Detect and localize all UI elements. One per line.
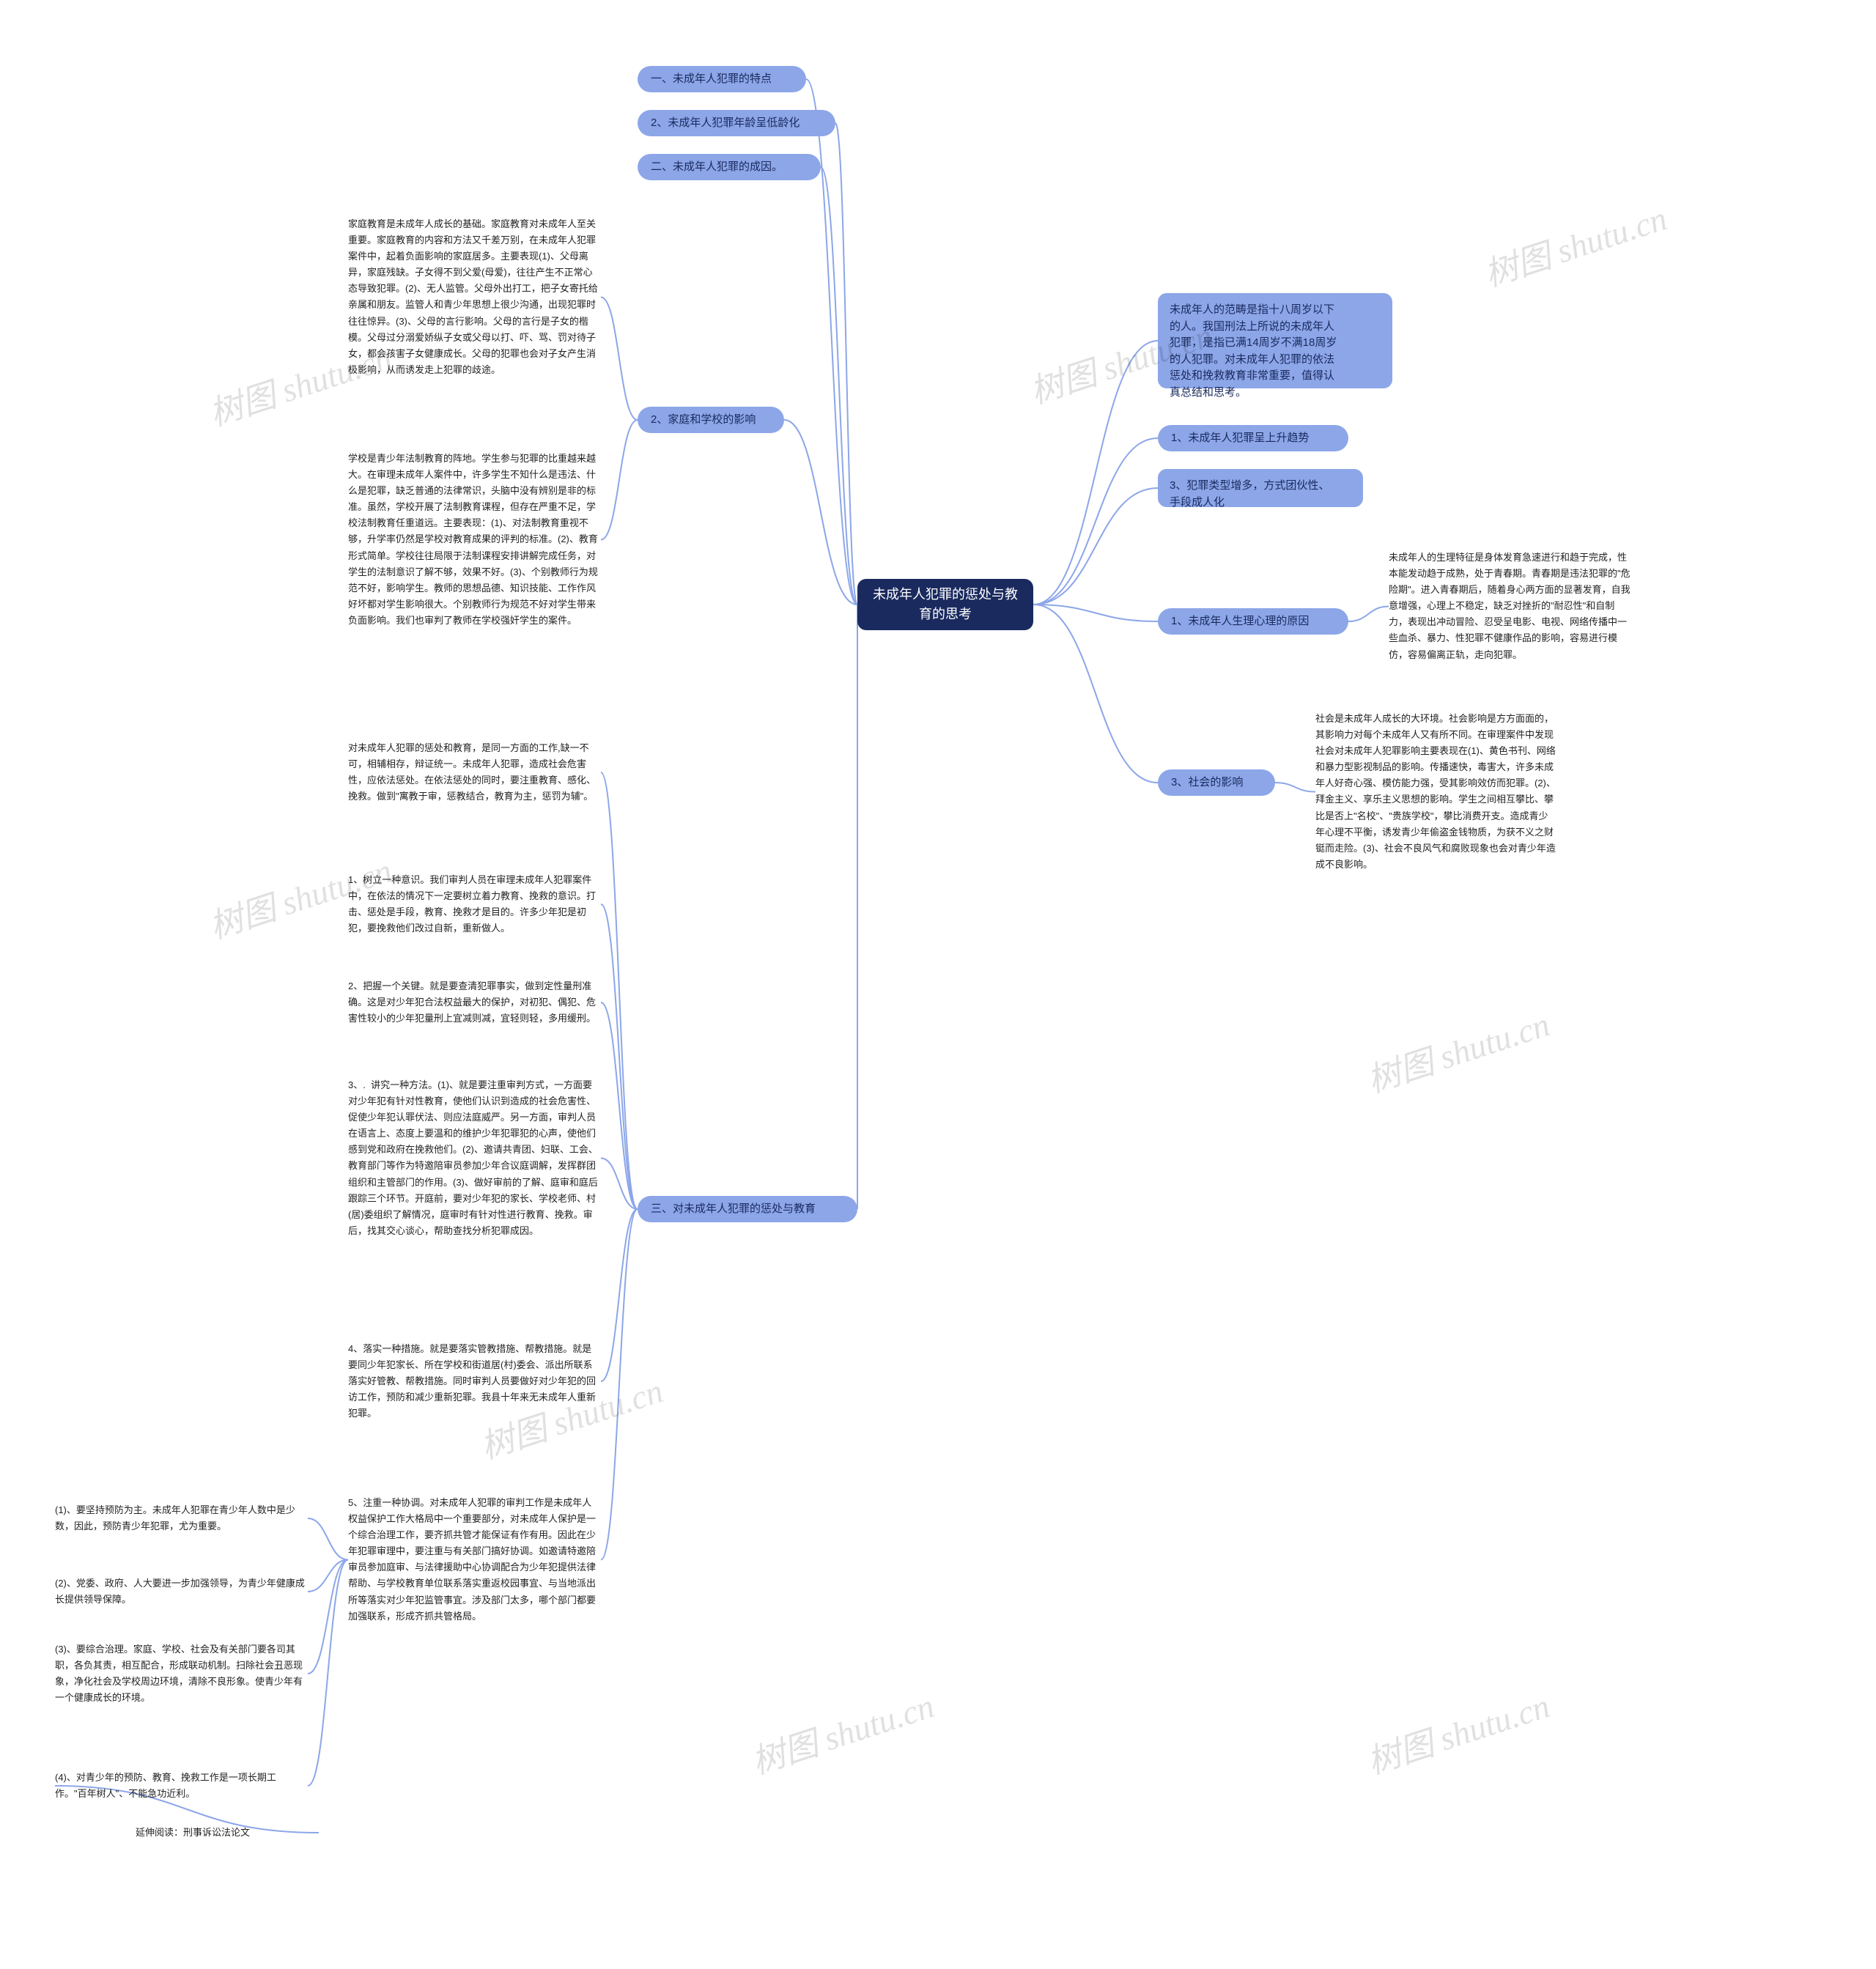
mindmap-canvas: 未成年人犯罪的惩处与教育的思考 一、未成年人犯罪的特点 2、未成年人犯罪年龄呈低龄化… — [0, 0, 1876, 1969]
leaf-paragraph: 延伸阅读：刑事诉讼法论文 — [136, 1825, 319, 1841]
leaf-paragraph: 1、树立一种意识。我们审判人员在审理未成年人犯罪案件中，在依法的情况下一定要树立… — [348, 872, 601, 937]
leaf-paragraph: 未成年人的生理特征是身体发育急速进行和趋于完成，性本能发动趋于成熟，处于青春期。… — [1389, 550, 1631, 663]
branch-node[interactable]: 二、未成年人犯罪的成因。 — [638, 154, 821, 180]
branch-node[interactable]: 2、未成年人犯罪年龄呈低龄化 — [638, 110, 835, 136]
watermark: 树图 shutu.cn — [1360, 1680, 1555, 1784]
leaf-paragraph: 社会是未成年人成长的大环境。社会影响是方方面面的，其影响力对每个未成年人又有所不… — [1315, 711, 1557, 873]
branch-node[interactable]: 2、家庭和学校的影响 — [638, 407, 784, 433]
watermark: 树图 shutu.cn — [1360, 998, 1555, 1103]
leaf-paragraph: (3)、要综合治理。家庭、学校、社会及有关部门要各司其职，各负其责，相互配合，形… — [55, 1641, 308, 1706]
leaf-paragraph: (4)、对青少年的预防、教育、挽救工作是一项长期工作。"百年树人"、不能急功近利… — [55, 1770, 308, 1802]
branch-node[interactable]: 1、未成年人犯罪呈上升趋势 — [1158, 425, 1348, 451]
branch-node[interactable]: 未成年人的范畴是指十八周岁以下的人。我国刑法上所说的未成年人犯罪，是指已满14周… — [1158, 293, 1392, 388]
leaf-paragraph: 对未成年人犯罪的惩处和教育，是同一方面的工作,缺一不可，相辅相存，辩证统一。未成… — [348, 740, 601, 805]
leaf-paragraph: 5、注重一种协调。对未成年人犯罪的审判工作是未成年人权益保护工作大格局中一个重要… — [348, 1495, 601, 1625]
branch-node[interactable]: 三、对未成年人犯罪的惩处与教育 — [638, 1196, 857, 1222]
leaf-paragraph: 3、. 讲究一种方法。(1)、就是要注重审判方式，一方面要对少年犯有针对性教育，… — [348, 1077, 601, 1239]
watermark: 树图 shutu.cn — [745, 1680, 939, 1784]
leaf-paragraph: 家庭教育是未成年人成长的基础。家庭教育对未成年人至关重要。家庭教育的内容和方法又… — [348, 216, 601, 378]
branch-node[interactable]: 1、未成年人生理心理的原因 — [1158, 608, 1348, 635]
leaf-paragraph: (1)、要坚持预防为主。未成年人犯罪在青少年人数中是少数，因此，预防青少年犯罪，… — [55, 1502, 308, 1534]
leaf-paragraph: 学校是青少年法制教育的阵地。学生参与犯罪的比重越来越大。在审理未成年人案件中，许… — [348, 451, 601, 629]
branch-node[interactable]: 3、社会的影响 — [1158, 769, 1275, 796]
leaf-paragraph: 4、落实一种措施。就是要落实管教措施、帮教措施。就是要同少年犯家长、所在学校和街… — [348, 1341, 601, 1422]
branch-node[interactable]: 3、犯罪类型增多，方式团伙性、手段成人化 — [1158, 469, 1363, 507]
branch-node[interactable]: 一、未成年人犯罪的特点 — [638, 66, 806, 92]
leaf-paragraph: (2)、党委、政府、人大要进一步加强领导，为青少年健康成长提供领导保障。 — [55, 1575, 308, 1608]
leaf-paragraph: 2、把握一个关键。就是要查清犯罪事实，做到定性量刑准确。这是对少年犯合法权益最大… — [348, 978, 601, 1027]
root-node[interactable]: 未成年人犯罪的惩处与教育的思考 — [857, 579, 1033, 630]
watermark: 树图 shutu.cn — [1477, 192, 1672, 297]
